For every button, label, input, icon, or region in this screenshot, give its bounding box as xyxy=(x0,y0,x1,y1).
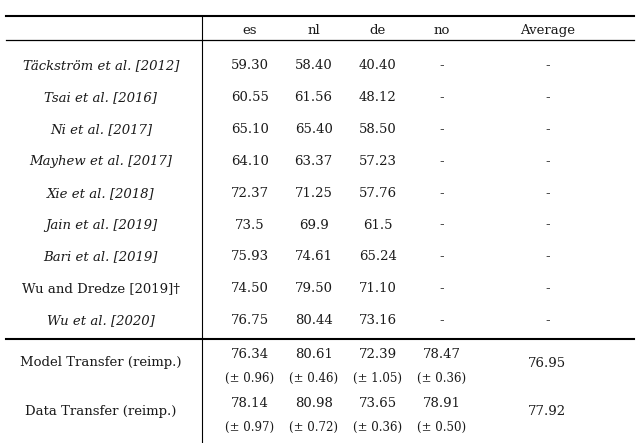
Text: 65.10: 65.10 xyxy=(230,123,269,136)
Text: (± 0.46): (± 0.46) xyxy=(289,372,338,385)
Text: Model Transfer (reimp.): Model Transfer (reimp.) xyxy=(20,356,182,369)
Text: 76.34: 76.34 xyxy=(230,348,269,361)
Text: 80.44: 80.44 xyxy=(295,314,332,327)
Text: -: - xyxy=(545,314,550,327)
Text: -: - xyxy=(439,218,444,232)
Text: 79.50: 79.50 xyxy=(294,282,333,295)
Text: -: - xyxy=(439,250,444,264)
Text: -: - xyxy=(439,282,444,295)
Text: 73.16: 73.16 xyxy=(358,314,397,327)
Text: Ni et al. [2017]: Ni et al. [2017] xyxy=(50,123,152,136)
Text: 63.37: 63.37 xyxy=(294,155,333,168)
Text: 64.10: 64.10 xyxy=(230,155,269,168)
Text: 78.14: 78.14 xyxy=(230,397,269,410)
Text: -: - xyxy=(545,218,550,232)
Text: (± 0.72): (± 0.72) xyxy=(289,421,338,434)
Text: 74.50: 74.50 xyxy=(230,282,269,295)
Text: 57.76: 57.76 xyxy=(358,187,397,200)
Text: 80.61: 80.61 xyxy=(294,348,333,361)
Text: 76.95: 76.95 xyxy=(528,357,566,370)
Text: 58.50: 58.50 xyxy=(359,123,396,136)
Text: Xie et al. [2018]: Xie et al. [2018] xyxy=(47,187,155,200)
Text: -: - xyxy=(439,314,444,327)
Text: 73.5: 73.5 xyxy=(235,218,264,232)
Text: Bari et al. [2019]: Bari et al. [2019] xyxy=(44,250,158,264)
Text: Tsai et al. [2016]: Tsai et al. [2016] xyxy=(44,91,157,104)
Text: 76.75: 76.75 xyxy=(230,314,269,327)
Text: 69.9: 69.9 xyxy=(299,218,328,232)
Text: 72.39: 72.39 xyxy=(358,348,397,361)
Text: (± 0.97): (± 0.97) xyxy=(225,421,274,434)
Text: -: - xyxy=(439,155,444,168)
Text: 80.98: 80.98 xyxy=(294,397,333,410)
Text: 60.55: 60.55 xyxy=(230,91,269,104)
Text: 75.93: 75.93 xyxy=(230,250,269,264)
Text: -: - xyxy=(545,187,550,200)
Text: Data Transfer (reimp.): Data Transfer (reimp.) xyxy=(25,404,177,418)
Text: (± 0.36): (± 0.36) xyxy=(353,421,402,434)
Text: Jain et al. [2019]: Jain et al. [2019] xyxy=(45,218,157,232)
Text: -: - xyxy=(545,155,550,168)
Text: (± 0.96): (± 0.96) xyxy=(225,372,274,385)
Text: (± 0.36): (± 0.36) xyxy=(417,372,466,385)
Text: Mayhew et al. [2017]: Mayhew et al. [2017] xyxy=(29,155,172,168)
Text: -: - xyxy=(545,282,550,295)
Text: 77.92: 77.92 xyxy=(528,405,566,419)
Text: -: - xyxy=(545,250,550,264)
Text: 61.5: 61.5 xyxy=(363,218,392,232)
Text: Täckström et al. [2012]: Täckström et al. [2012] xyxy=(22,59,179,72)
Text: no: no xyxy=(433,23,450,37)
Text: 72.37: 72.37 xyxy=(230,187,269,200)
Text: es: es xyxy=(243,23,257,37)
Text: -: - xyxy=(439,59,444,72)
Text: nl: nl xyxy=(307,23,320,37)
Text: 58.40: 58.40 xyxy=(295,59,332,72)
Text: 73.65: 73.65 xyxy=(358,397,397,410)
Text: 59.30: 59.30 xyxy=(230,59,269,72)
Text: -: - xyxy=(439,91,444,104)
Text: 40.40: 40.40 xyxy=(359,59,396,72)
Text: -: - xyxy=(545,123,550,136)
Text: 78.91: 78.91 xyxy=(422,397,461,410)
Text: Wu and Dredze [2019]†: Wu and Dredze [2019]† xyxy=(22,282,180,295)
Text: (± 1.05): (± 1.05) xyxy=(353,372,402,385)
Text: 71.25: 71.25 xyxy=(294,187,333,200)
Text: -: - xyxy=(439,187,444,200)
Text: de: de xyxy=(369,23,386,37)
Text: 61.56: 61.56 xyxy=(294,91,333,104)
Text: 57.23: 57.23 xyxy=(358,155,397,168)
Text: 48.12: 48.12 xyxy=(359,91,396,104)
Text: 65.40: 65.40 xyxy=(294,123,333,136)
Text: -: - xyxy=(545,91,550,104)
Text: Wu et al. [2020]: Wu et al. [2020] xyxy=(47,314,155,327)
Text: -: - xyxy=(439,123,444,136)
Text: Average: Average xyxy=(520,23,575,37)
Text: 78.47: 78.47 xyxy=(422,348,461,361)
Text: 74.61: 74.61 xyxy=(294,250,333,264)
Text: 65.24: 65.24 xyxy=(358,250,397,264)
Text: (± 0.50): (± 0.50) xyxy=(417,421,466,434)
Text: 71.10: 71.10 xyxy=(358,282,397,295)
Text: -: - xyxy=(545,59,550,72)
